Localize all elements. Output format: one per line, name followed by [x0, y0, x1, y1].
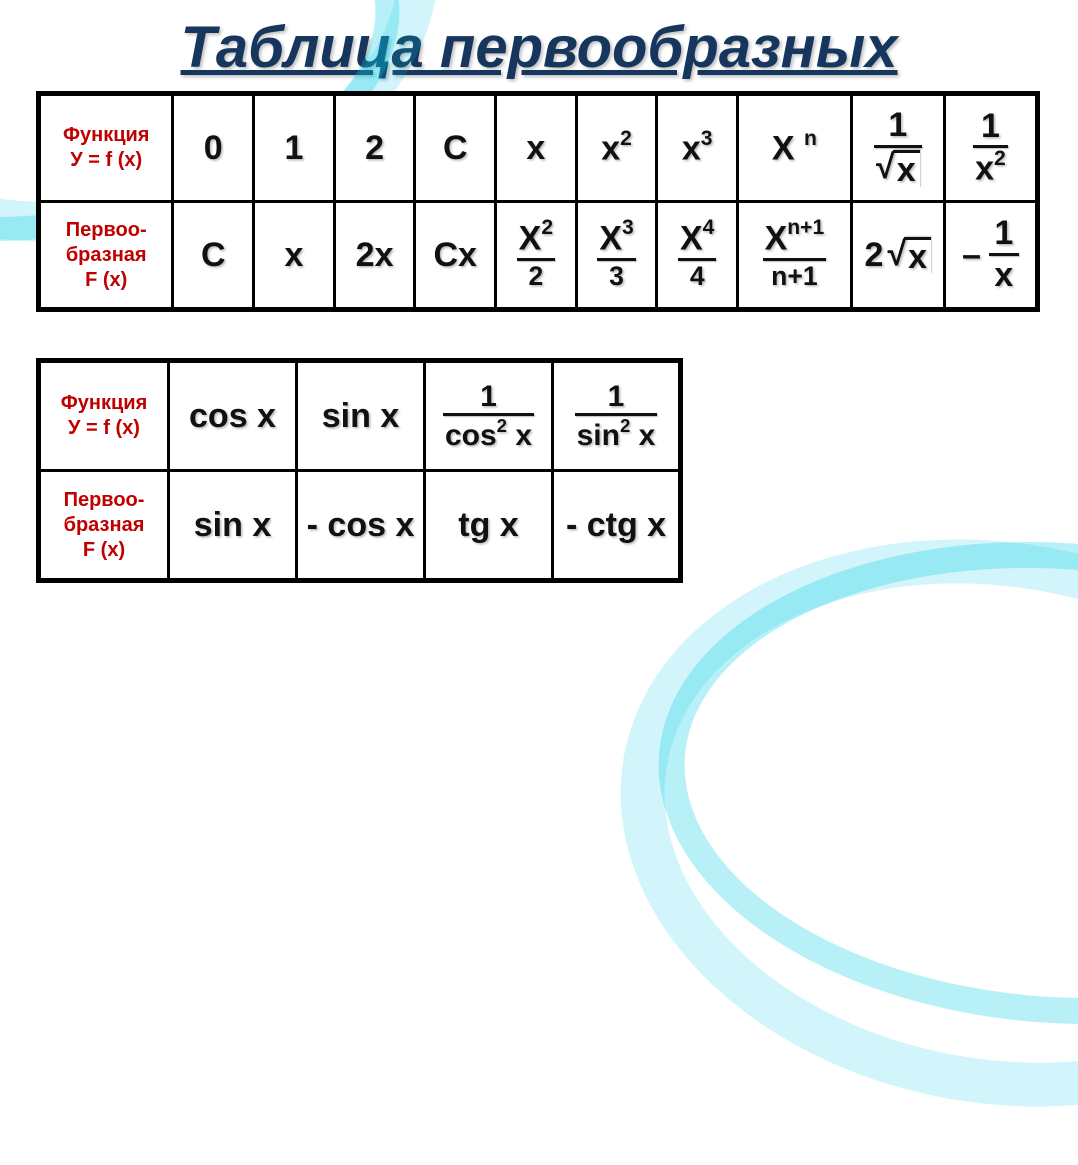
cell-fn: 1х2: [944, 94, 1037, 202]
row-header-label: Первоо-бразнаяF (x): [64, 489, 145, 561]
cell-fn: sin x: [297, 361, 425, 471]
row-header-label: ФункцияУ = f (x): [63, 124, 150, 171]
cell-ad: 2х: [334, 202, 415, 310]
cell-ad: - ctg x: [553, 471, 681, 581]
cell-ad: - cos x: [297, 471, 425, 581]
cell-ad: 2√х: [851, 202, 944, 310]
cell-fn: С: [415, 94, 496, 202]
cell-ad: Х22: [496, 202, 577, 310]
row-header-function: ФункцияУ = f (x): [39, 361, 169, 471]
cell-ad: sin x: [169, 471, 297, 581]
cell-ad: Х33: [576, 202, 657, 310]
cell-fn: 0: [173, 94, 254, 202]
cell-fn: х: [496, 94, 577, 202]
table-row: Первоо-бразнаяF (x) sin x - cos x tg x -…: [39, 471, 681, 581]
cell-ad: х: [254, 202, 335, 310]
cell-fn: х3: [657, 94, 738, 202]
cell-ad: С: [173, 202, 254, 310]
cell-fn: 1: [254, 94, 335, 202]
cell-fn: 1√х: [851, 94, 944, 202]
table-row: ФункцияУ = f (x) 0 1 2 С х х2 х3 Х n 1√х…: [39, 94, 1038, 202]
cell-fn: х2: [576, 94, 657, 202]
cell-ad: –1х: [944, 202, 1037, 310]
page-title: Таблица первообразных: [0, 0, 1078, 91]
cell-ad: Сх: [415, 202, 496, 310]
row-header-label: ФункцияУ = f (x): [61, 392, 148, 439]
cell-fn: 2: [334, 94, 415, 202]
tables-container: ФункцияУ = f (x) 0 1 2 С х х2 х3 Х n 1√х…: [0, 91, 1078, 583]
cell-fn: 1sin2 x: [553, 361, 681, 471]
row-header-antiderivative: Первоо-бразнаяF (x): [39, 471, 169, 581]
decorative-swoosh: [575, 481, 1078, 1164]
row-header-function: ФункцияУ = f (x): [39, 94, 173, 202]
cell-fn: Х n: [738, 94, 852, 202]
antiderivatives-table-2: ФункцияУ = f (x) cos x sin x 1cos2 x 1si…: [36, 358, 683, 583]
antiderivatives-table-1: ФункцияУ = f (x) 0 1 2 С х х2 х3 Х n 1√х…: [36, 91, 1040, 312]
cell-ad: tg x: [425, 471, 553, 581]
cell-fn: cos x: [169, 361, 297, 471]
row-header-antiderivative: Первоо-бразнаяF (x): [39, 202, 173, 310]
decorative-swoosh: [642, 516, 1078, 1051]
cell-ad: Хn+1n+1: [738, 202, 852, 310]
table-row: Первоо-бразнаяF (x) С х 2х Сх Х22 Х33 Х4…: [39, 202, 1038, 310]
cell-ad: Х44: [657, 202, 738, 310]
row-header-label: Первоо-бразнаяF (x): [66, 219, 147, 291]
cell-fn: 1cos2 x: [425, 361, 553, 471]
table-row: ФункцияУ = f (x) cos x sin x 1cos2 x 1si…: [39, 361, 681, 471]
